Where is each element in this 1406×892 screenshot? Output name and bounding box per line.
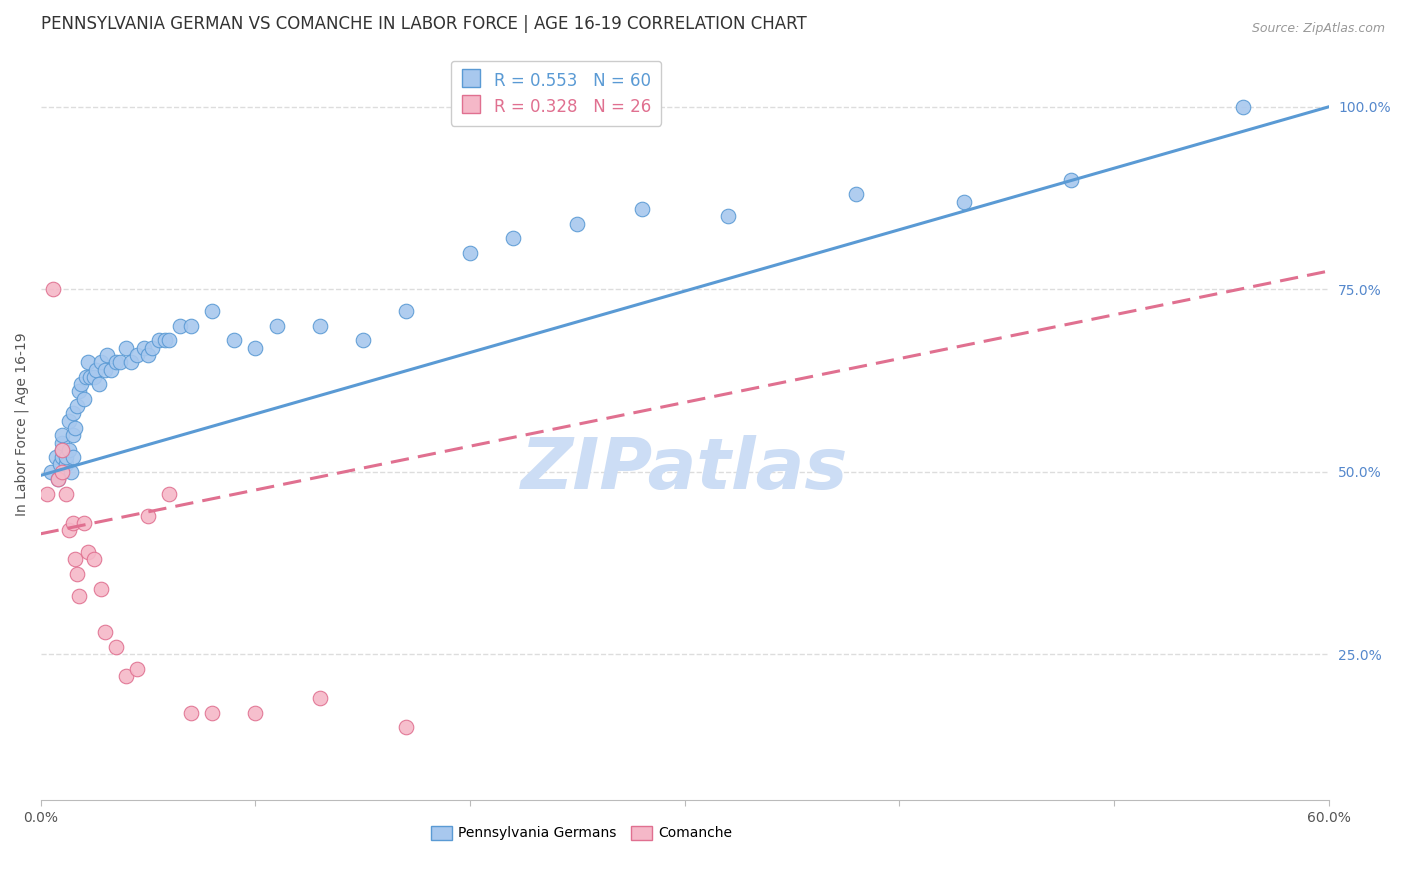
Point — [180, 318, 202, 333]
Point — [79, 370, 101, 384]
Point — [51, 465, 73, 479]
Point — [308, 318, 330, 333]
Point — [87, 377, 110, 392]
Point — [157, 334, 180, 348]
Point — [63, 421, 86, 435]
Point — [83, 370, 105, 384]
Point — [94, 362, 117, 376]
Point — [1232, 100, 1254, 114]
Point — [42, 282, 65, 296]
Point — [59, 465, 82, 479]
Point — [148, 334, 170, 348]
Point — [352, 334, 374, 348]
Point — [127, 348, 149, 362]
Point — [115, 341, 138, 355]
Point — [127, 662, 149, 676]
Point — [141, 341, 163, 355]
Point — [567, 217, 589, 231]
Point — [1060, 173, 1083, 187]
Point — [845, 187, 868, 202]
Point — [222, 334, 245, 348]
Point — [86, 362, 108, 376]
Point — [266, 318, 288, 333]
Point — [115, 669, 138, 683]
Point — [132, 341, 155, 355]
Point — [58, 414, 80, 428]
Point — [108, 355, 131, 369]
Point — [49, 458, 72, 472]
Point — [55, 450, 77, 465]
Point — [394, 304, 416, 318]
Point — [952, 194, 974, 209]
Point — [66, 399, 89, 413]
Point — [120, 355, 142, 369]
Point — [67, 589, 90, 603]
Text: ZIPatlas: ZIPatlas — [522, 435, 848, 504]
Point — [51, 442, 73, 457]
Point — [100, 362, 122, 376]
Point — [51, 428, 73, 442]
Point — [67, 384, 90, 399]
Point — [157, 486, 180, 500]
Point — [245, 341, 267, 355]
Point — [96, 348, 118, 362]
Point — [90, 355, 112, 369]
Point — [83, 552, 105, 566]
Point — [201, 706, 224, 720]
Point — [104, 355, 127, 369]
Point — [75, 370, 97, 384]
Legend: Pennsylvania Germans, Comanche: Pennsylvania Germans, Comanche — [425, 820, 738, 846]
Point — [46, 472, 69, 486]
Point — [630, 202, 652, 216]
Point — [72, 516, 94, 530]
Point — [94, 625, 117, 640]
Point — [169, 318, 191, 333]
Point — [55, 458, 77, 472]
Point — [245, 706, 267, 720]
Point — [136, 508, 159, 523]
Point — [51, 442, 73, 457]
Point — [58, 442, 80, 457]
Point — [76, 545, 98, 559]
Point — [458, 245, 481, 260]
Point — [153, 334, 176, 348]
Point — [104, 640, 127, 654]
Point — [62, 406, 84, 420]
Point — [51, 435, 73, 450]
Point — [72, 392, 94, 406]
Point — [51, 450, 73, 465]
Point — [502, 231, 524, 245]
Text: Source: ZipAtlas.com: Source: ZipAtlas.com — [1251, 22, 1385, 36]
Point — [201, 304, 224, 318]
Point — [716, 209, 738, 223]
Text: PENNSYLVANIA GERMAN VS COMANCHE IN LABOR FORCE | AGE 16-19 CORRELATION CHART: PENNSYLVANIA GERMAN VS COMANCHE IN LABOR… — [41, 15, 807, 33]
Point — [66, 566, 89, 581]
Point — [62, 450, 84, 465]
Point — [45, 450, 67, 465]
Point — [76, 355, 98, 369]
Point — [62, 516, 84, 530]
Point — [70, 377, 93, 392]
Point — [46, 472, 69, 486]
Point — [58, 523, 80, 537]
Point — [55, 486, 77, 500]
Point — [394, 720, 416, 734]
Point — [90, 582, 112, 596]
Point — [308, 691, 330, 706]
Point — [63, 552, 86, 566]
Point — [62, 428, 84, 442]
Point — [35, 486, 58, 500]
Point — [136, 348, 159, 362]
Point — [180, 706, 202, 720]
Point — [41, 465, 63, 479]
Y-axis label: In Labor Force | Age 16-19: In Labor Force | Age 16-19 — [15, 333, 30, 516]
